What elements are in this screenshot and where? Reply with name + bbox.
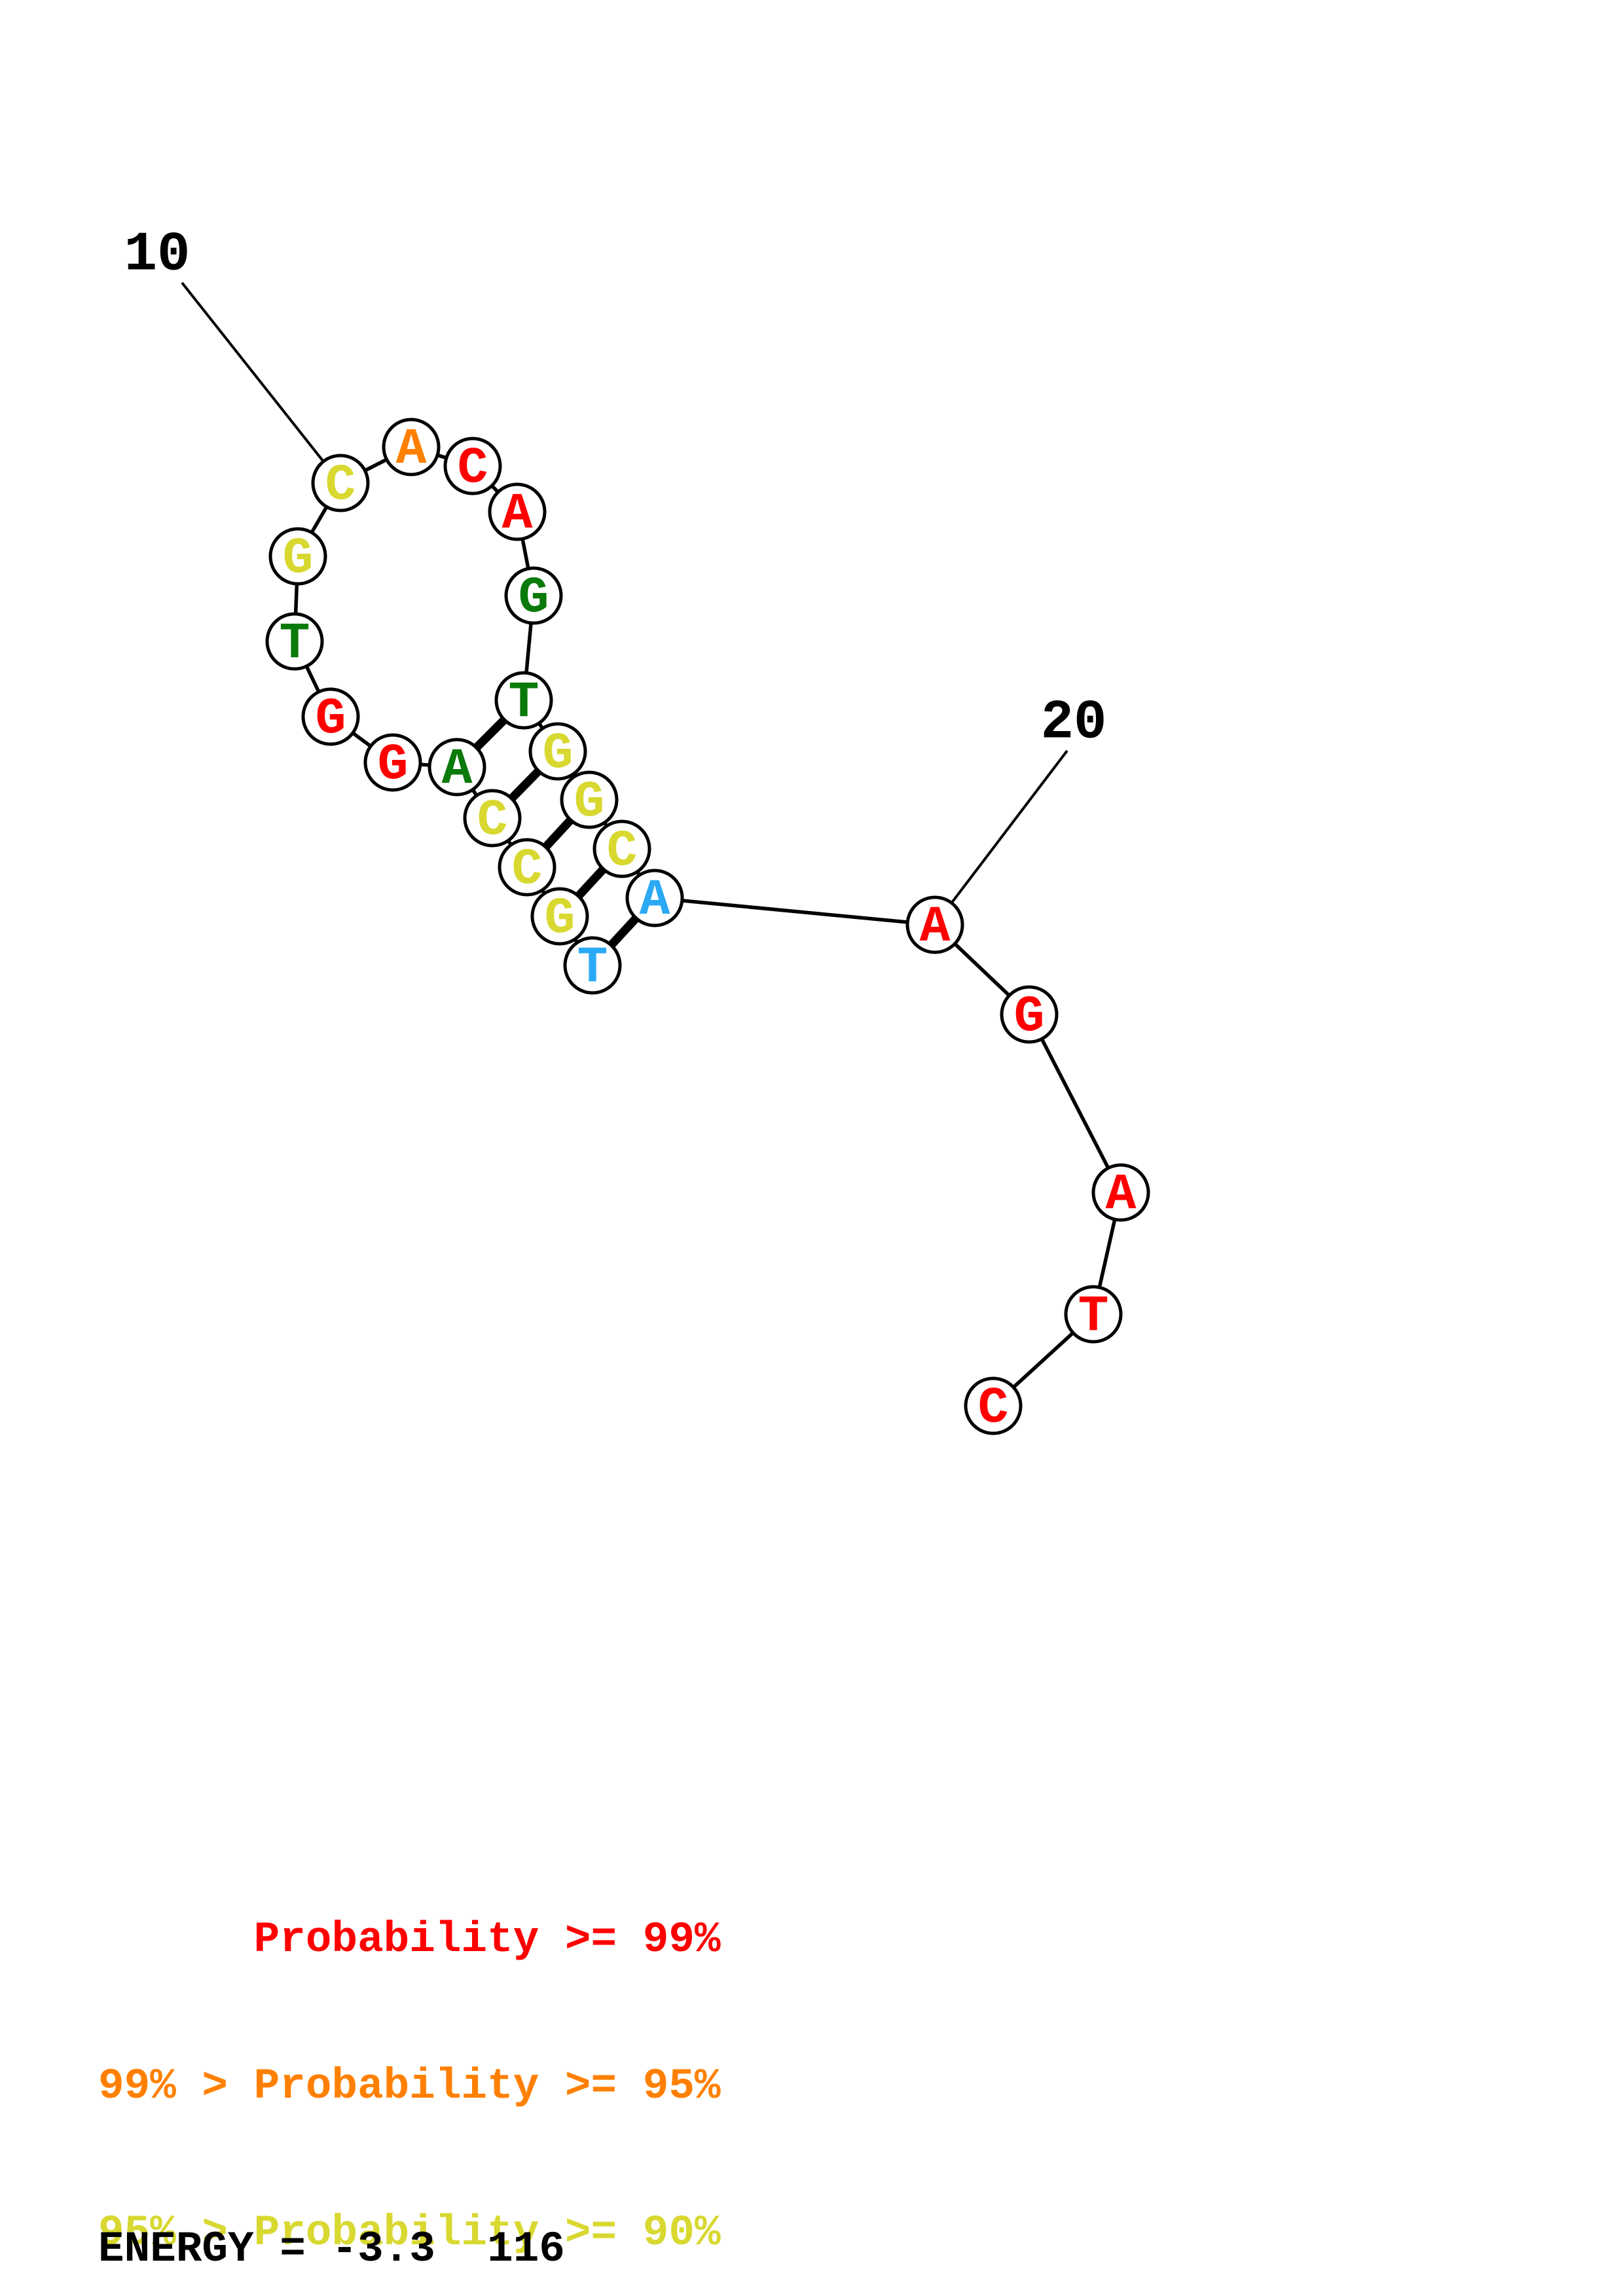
nucleotide-20-A: A <box>905 895 964 956</box>
label-leader-line <box>934 749 1068 926</box>
base-letter: T <box>1078 1288 1109 1346</box>
nucleotide-5-A: A <box>428 738 486 798</box>
nucleotide-circle <box>498 838 556 897</box>
nucleotide-8-T: T <box>265 612 324 673</box>
nucleotide-14-G: G <box>504 566 563 627</box>
base-letter: C <box>512 841 543 899</box>
base-letter: G <box>283 530 314 588</box>
nucleotide-circle <box>1064 1285 1123 1344</box>
nucleotide-19-A: A <box>625 869 684 929</box>
nucleotide-circle <box>428 738 486 797</box>
nucleotide-circle <box>964 1376 1023 1435</box>
base-letter: A <box>502 486 533 543</box>
nucleotide-circle <box>363 733 422 792</box>
nucleotide-circle <box>382 418 441 476</box>
nucleotide-circle <box>301 687 360 746</box>
nucleotide-9-G: G <box>268 527 327 588</box>
label-leader-line <box>181 281 342 484</box>
base-letter: A <box>1106 1166 1137 1224</box>
legend-line-2: 95% > Probability >= 90% <box>98 2208 721 2258</box>
nucleotide-22-A: A <box>1091 1163 1150 1224</box>
nucleotide-21-G: G <box>1000 985 1059 1046</box>
probability-legend: Probability >= 99% 99% > Probability >= … <box>98 1818 721 2296</box>
nucleotide-24-C: C <box>964 1376 1023 1437</box>
nucleotide-3-C: C <box>498 838 556 899</box>
base-letter: A <box>442 741 473 798</box>
nucleotide-circle <box>905 895 964 954</box>
nucleotide-circle <box>560 770 619 829</box>
base-letter: C <box>978 1380 1009 1437</box>
base-letter: T <box>577 939 608 997</box>
nucleotide-18-C: C <box>593 819 651 880</box>
nucleotide-circle <box>463 789 522 848</box>
base-letter: G <box>316 691 346 748</box>
nucleotide-7-G: G <box>301 687 360 748</box>
nucleotide-circle <box>494 671 553 730</box>
base-letter: G <box>378 736 409 794</box>
nucleotide-4-C: C <box>463 789 522 850</box>
base-letter: G <box>574 774 605 831</box>
nucleotide-6-G: G <box>363 733 422 794</box>
nucleotide-13-A: A <box>488 482 547 543</box>
nucleotide-circle <box>1091 1163 1150 1222</box>
backbone-bond <box>1027 1013 1123 1194</box>
position-label-20: 20 <box>1041 692 1107 755</box>
nucleotide-circle <box>268 527 327 586</box>
base-letter: C <box>607 823 638 880</box>
nucleotide-circle <box>625 869 684 927</box>
base-letter: A <box>396 421 427 478</box>
nucleotide-1-T: T <box>563 936 622 997</box>
base-letter: T <box>280 615 310 673</box>
base-letter: C <box>458 440 488 497</box>
base-letter: T <box>509 674 539 732</box>
nucleotide-12-C: C <box>443 437 502 497</box>
nucleotide-11-A: A <box>382 418 441 478</box>
nucleotide-10-C: C <box>311 454 370 514</box>
nucleotide-circle <box>530 887 589 946</box>
nucleotide-circle <box>593 819 651 878</box>
nucleotide-circle <box>528 722 587 781</box>
legend-line-0: Probability >= 99% <box>98 1914 721 1964</box>
nucleotide-circle <box>443 437 502 495</box>
nucleotide-circle <box>563 936 622 995</box>
base-letter: G <box>519 569 549 627</box>
nucleotide-circle <box>1000 985 1059 1044</box>
base-letter: A <box>920 899 951 956</box>
nucleotide-circle <box>488 482 547 541</box>
nucleotide-circle <box>265 612 324 671</box>
base-letter: A <box>640 872 670 929</box>
nucleotide-circle <box>504 566 563 625</box>
base-letter: G <box>1014 988 1045 1046</box>
position-label-10: 10 <box>124 224 191 287</box>
nucleotide-15-T: T <box>494 671 553 732</box>
base-letter: C <box>477 792 508 850</box>
base-letter: C <box>325 457 356 514</box>
legend-line-1: 99% > Probability >= 95% <box>98 2061 721 2111</box>
backbone-bond <box>654 896 936 927</box>
nucleotide-circle <box>311 454 370 512</box>
base-letter: G <box>543 725 574 783</box>
base-letter: G <box>545 890 575 948</box>
nucleotide-17-G: G <box>560 770 619 831</box>
energy-text: ENERGY = -3.3 116 <box>98 2225 565 2274</box>
nucleotide-16-G: G <box>528 722 587 783</box>
nucleotide-2-G: G <box>530 887 589 948</box>
nucleotide-23-T: T <box>1064 1285 1123 1346</box>
